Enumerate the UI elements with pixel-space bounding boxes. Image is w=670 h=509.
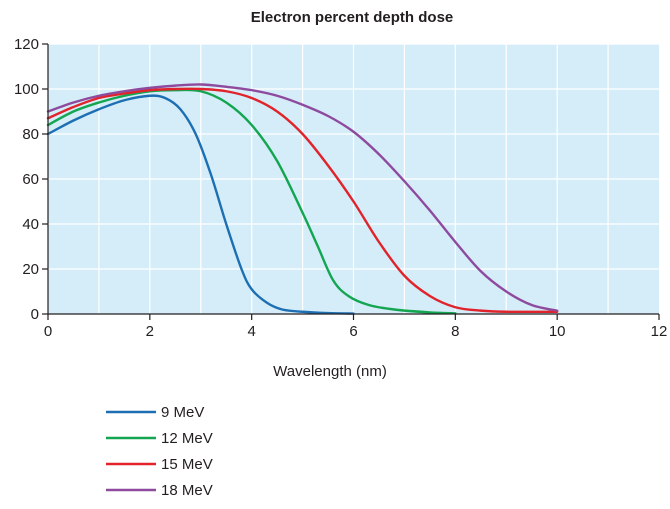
y-tick-label: 20 <box>22 261 39 278</box>
x-tick-label: 6 <box>349 323 357 340</box>
series-line-3 <box>46 83 559 312</box>
legend-item: 18 MeV <box>106 482 213 499</box>
y-tick-label: 80 <box>22 126 39 143</box>
y-tick-label: 0 <box>31 306 39 323</box>
x-axis-label: Wavelength (nm) <box>273 363 387 380</box>
legend-item: 15 MeV <box>106 456 213 473</box>
legend-label: 12 MeV <box>161 430 213 447</box>
y-tick-label: 100 <box>14 81 39 98</box>
x-tick-label: 8 <box>451 323 459 340</box>
x-tick-label: 0 <box>44 323 52 340</box>
y-tick-label: 120 <box>14 36 39 53</box>
y-tick-label: 60 <box>22 171 39 188</box>
legend-item: 9 MeV <box>106 404 204 421</box>
x-tick-label: 2 <box>146 323 154 340</box>
series-group <box>46 83 559 315</box>
x-tick-label: 12 <box>651 323 668 340</box>
series-line-1 <box>46 88 457 315</box>
y-tick-label: 40 <box>22 216 39 233</box>
series-line-2 <box>46 87 559 314</box>
x-tick-label: 10 <box>549 323 566 340</box>
legend-label: 18 MeV <box>161 482 213 499</box>
series-line-0 <box>46 94 355 315</box>
chart-title: Electron percent depth dose <box>251 9 454 26</box>
legend: 9 MeV 12 MeV 15 MeV 18 MeV <box>106 404 213 499</box>
legend-item: 12 MeV <box>106 430 213 447</box>
legend-label: 15 MeV <box>161 456 213 473</box>
x-tick-label: 4 <box>247 323 255 340</box>
legend-label: 9 MeV <box>161 404 204 421</box>
